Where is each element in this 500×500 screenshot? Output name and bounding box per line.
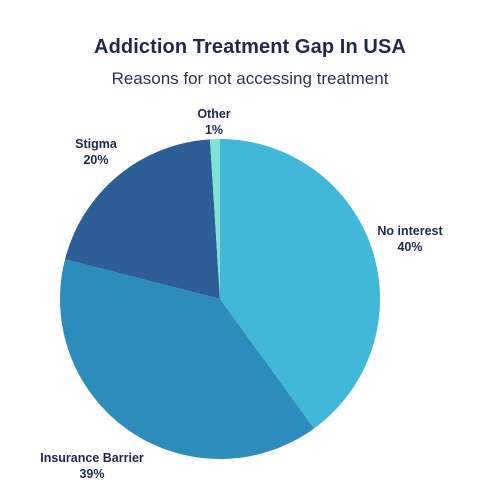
slice-label: Other <box>197 107 230 121</box>
slice-value-label: 39% <box>79 467 104 481</box>
slice-label: Insurance Barrier <box>40 451 144 465</box>
slice-value-label: 40% <box>397 240 422 254</box>
slice-label: No interest <box>377 224 443 238</box>
slice-value-label: 1% <box>205 123 223 137</box>
slice-label: Stigma <box>75 137 118 151</box>
slice-value-label: 20% <box>83 153 108 167</box>
